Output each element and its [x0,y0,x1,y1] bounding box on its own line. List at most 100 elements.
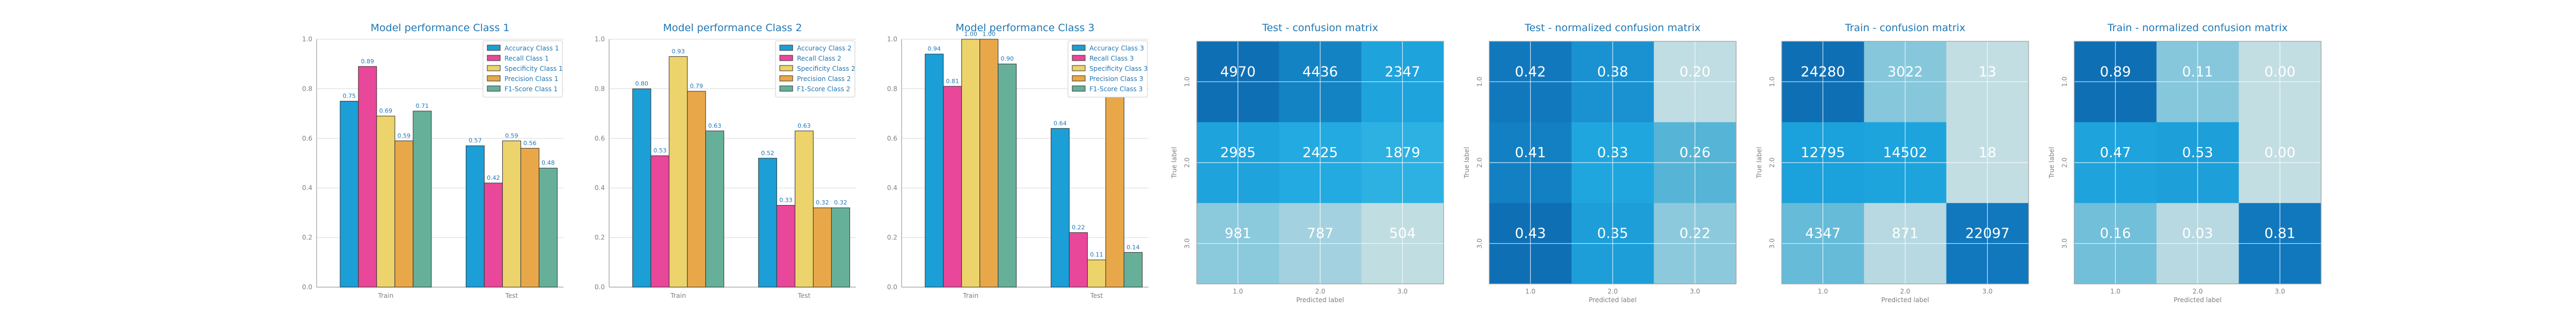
x-tick-label: Test [1090,292,1103,299]
x-axis-label: Predicted label [2174,296,2221,304]
bar-1-train [340,101,359,288]
heatmap-cell-label: 13 [1979,64,1996,80]
heatmap-cell-label: 12795 [1801,145,1845,161]
legend-swatch [779,85,793,92]
bar-4-train [687,91,706,288]
x-tick-label: 2.0 [1900,288,1910,295]
y-tick-label: 2.0 [1183,157,1191,167]
y-tick-label: 0.8 [595,85,605,92]
y-axis-label: True label [2048,147,2055,179]
bar-1-test [465,145,485,288]
heatmap-cell-label: 0.16 [2100,226,2131,242]
legend-label: Accuracy Class 2 [797,45,852,52]
legend-swatch [1072,65,1086,71]
legend-swatch [1072,75,1086,82]
legend-label: Recall Class 1 [504,55,549,62]
heatmap-cell-label: 0.43 [1515,226,1546,242]
bar-value-label: 0.90 [1001,55,1014,62]
bar-2-test [1069,232,1088,288]
legend-swatch [1072,85,1086,92]
heatmap-cell-label: 3022 [1887,64,1923,80]
legend-swatch [487,65,501,71]
y-tick-label: 2.0 [1476,157,1483,167]
x-tick-label: 3.0 [1690,288,1700,295]
bar-value-label: 0.81 [946,78,960,85]
y-tick-label: 2.0 [1768,157,1776,167]
heatmap-2: Test - normalized confusion matrix 0.42 0.… [1463,22,1737,304]
heatmap-cell-label: 0.47 [2100,145,2131,161]
legend-swatch [487,45,501,51]
heatmap-cell-label: 22097 [1965,226,2010,242]
legend-label: Recall Class 2 [797,55,841,62]
y-tick-label: 0.4 [595,184,605,192]
x-axis-label: Predicted label [1589,296,1636,304]
heatmap-cell-label: 2347 [1385,64,1420,80]
x-tick-label: Test [505,292,518,299]
legend-label: Specificity Class 2 [797,65,855,72]
x-tick-label: 3.0 [1982,288,1993,295]
bar-1-test [1050,128,1070,288]
legend-label: F1-Score Class 1 [504,85,558,93]
legend [775,40,855,98]
legend-swatch [779,75,793,82]
bar-value-label: 0.75 [343,93,356,100]
chart-title: Train - normalized confusion matrix [2107,22,2288,34]
bar-value-label: 0.52 [761,150,774,157]
chart-title: Model performance Class 3 [956,22,1095,34]
x-tick-label: 2.0 [1607,288,1618,295]
legend-label: Specificity Class 3 [1089,65,1148,72]
bar-2-train [358,66,377,288]
bar-value-label: 0.63 [797,122,811,129]
legend-label: Recall Class 3 [1089,55,1134,62]
chart-title: Test - confusion matrix [1262,22,1378,34]
y-axis-label: True label [1170,147,1178,179]
bar-value-label: 0.33 [779,197,793,204]
heatmap-cell-label: 24280 [1801,64,1845,80]
bar-value-label: 0.53 [654,147,667,154]
heatmap-1: Test - confusion matrix 4970 4436 2347 2985 2… [1170,22,1444,304]
bar-value-label: 1.00 [983,31,996,38]
x-tick-label: 3.0 [2275,288,2285,295]
bar-1-train [632,88,652,288]
bar-5-train [998,63,1017,288]
legend-swatch [779,55,793,61]
heatmap-cell-label: 0.89 [2100,64,2131,80]
legend-swatch [1072,55,1086,61]
heatmap-cell-label: 0.11 [2182,64,2213,80]
heatmap-4: Train - normalized confusion matrix 0.89 0… [2048,22,2322,304]
heatmap-frame [1781,41,2029,284]
x-tick-label: 3.0 [1397,288,1408,295]
heatmap-cell-label: 0.26 [1679,145,1710,161]
legend-label: Specificity Class 1 [504,65,563,72]
heatmap-cell-label: 4436 [1302,64,1338,80]
bar-value-label: 0.32 [816,199,829,206]
bar-2-train [943,86,962,288]
bar-4-test [520,148,539,288]
bar-value-label: 0.11 [1090,251,1103,258]
y-tick-label: 0.0 [302,283,312,291]
heatmap-cell-label: 1879 [1385,145,1420,161]
legend-swatch [487,55,501,61]
bar-value-label: 0.32 [834,199,847,206]
legend-label: Accuracy Class 1 [504,45,559,52]
legend-label: Precision Class 3 [1089,75,1143,83]
bar-5-test [538,167,558,288]
y-tick-label: 0.6 [302,135,312,142]
bar-5-test [831,207,850,288]
bar-value-label: 0.14 [1126,244,1140,251]
x-tick-label: Test [797,292,811,299]
legend-swatch [487,75,501,82]
legend-swatch [779,65,793,71]
heatmap-cell-label: 0.00 [2264,145,2295,161]
heatmap-frame [2074,41,2322,284]
heatmap-3: Train - confusion matrix 24280 3022 13 12795… [1755,22,2029,304]
y-tick-label: 1.0 [595,35,605,43]
bar-2-test [776,205,795,288]
bar-3-test [502,140,521,288]
heatmap-cell-label: 981 [1225,226,1252,242]
bar-1-test [758,158,777,288]
bar-1-train [925,54,944,288]
heatmap-cell-label: 0.38 [1597,64,1628,80]
bar-value-label: 0.42 [487,174,500,181]
